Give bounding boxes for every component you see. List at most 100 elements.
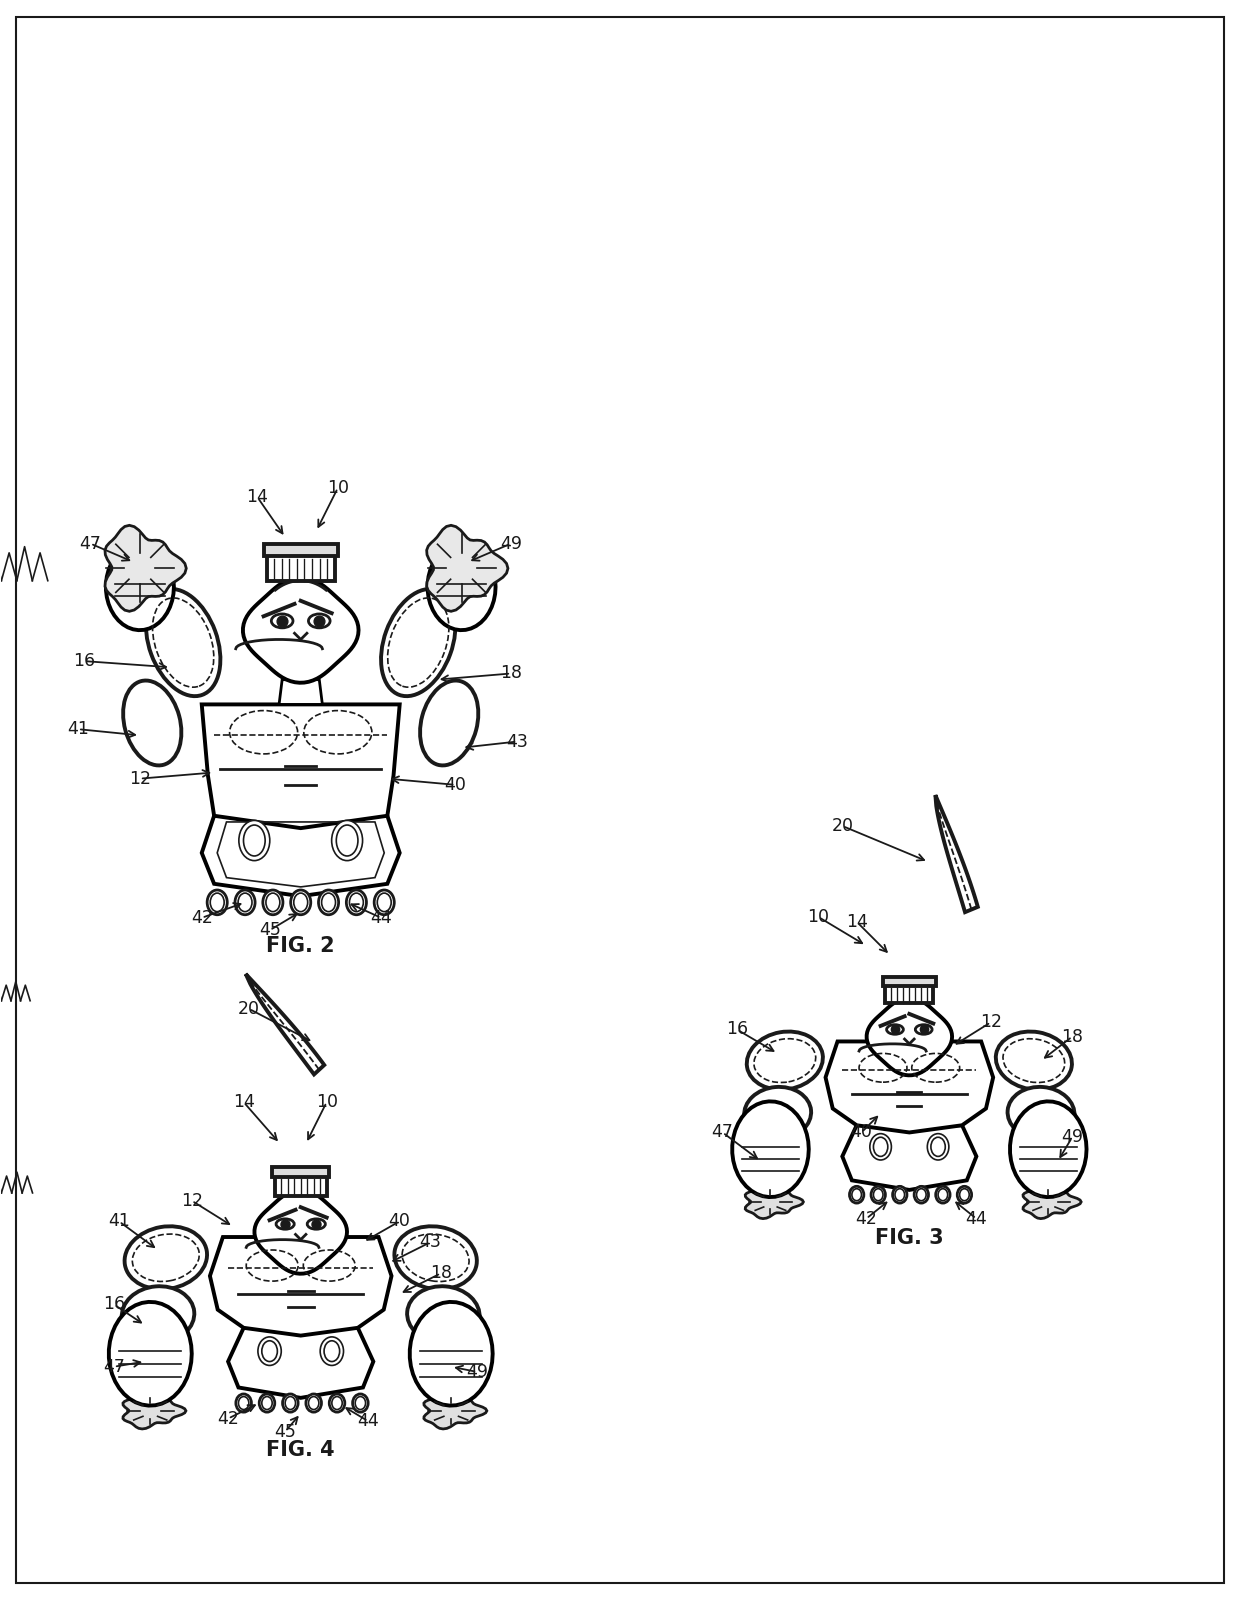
Ellipse shape	[381, 589, 455, 696]
Ellipse shape	[290, 890, 311, 915]
Bar	[885, 981, 934, 1003]
Ellipse shape	[887, 1024, 904, 1034]
Text: 41: 41	[108, 1213, 130, 1230]
Ellipse shape	[914, 1186, 929, 1203]
Polygon shape	[109, 1302, 192, 1405]
Ellipse shape	[869, 1134, 892, 1160]
Text: 44: 44	[966, 1210, 987, 1227]
Text: 18: 18	[500, 664, 522, 683]
Polygon shape	[228, 1328, 373, 1398]
Text: 14: 14	[233, 1093, 254, 1110]
Text: 49: 49	[500, 534, 522, 552]
Ellipse shape	[236, 890, 255, 915]
Ellipse shape	[870, 1186, 885, 1203]
Text: 14: 14	[247, 488, 268, 506]
Bar	[264, 544, 337, 555]
Polygon shape	[123, 1392, 186, 1429]
Text: 44: 44	[357, 1413, 379, 1430]
Text: 44: 44	[371, 909, 392, 926]
Polygon shape	[428, 544, 496, 630]
Ellipse shape	[394, 1226, 477, 1290]
Text: FIG. 2: FIG. 2	[267, 936, 335, 955]
Bar	[275, 1173, 326, 1195]
Polygon shape	[733, 1101, 808, 1197]
Polygon shape	[105, 544, 174, 630]
Polygon shape	[409, 1302, 492, 1405]
Text: 43: 43	[419, 1234, 441, 1251]
Polygon shape	[935, 795, 978, 912]
Ellipse shape	[146, 589, 221, 696]
Ellipse shape	[915, 1024, 932, 1034]
Polygon shape	[842, 1125, 976, 1190]
Text: 49: 49	[1061, 1128, 1084, 1146]
Text: 42: 42	[856, 1210, 877, 1227]
Ellipse shape	[346, 890, 367, 915]
Polygon shape	[210, 1237, 392, 1336]
Ellipse shape	[330, 1394, 345, 1413]
Text: 45: 45	[259, 922, 280, 939]
Ellipse shape	[207, 890, 227, 915]
Text: 42: 42	[191, 909, 213, 926]
Text: 45: 45	[274, 1422, 296, 1440]
Text: 12: 12	[129, 770, 151, 787]
Text: 12: 12	[181, 1192, 203, 1210]
Text: 47: 47	[79, 534, 102, 552]
Polygon shape	[867, 998, 952, 1075]
Text: 43: 43	[506, 733, 528, 750]
Text: 10: 10	[807, 907, 830, 926]
Ellipse shape	[124, 1226, 207, 1290]
Ellipse shape	[746, 1032, 823, 1090]
Text: 41: 41	[67, 720, 89, 738]
Ellipse shape	[407, 1286, 480, 1344]
Polygon shape	[105, 525, 186, 611]
Text: 49: 49	[466, 1363, 489, 1381]
Ellipse shape	[374, 890, 394, 915]
Text: 12: 12	[980, 1013, 1002, 1032]
Text: 40: 40	[444, 776, 466, 794]
Ellipse shape	[277, 1219, 294, 1229]
Polygon shape	[254, 1190, 347, 1274]
Ellipse shape	[239, 821, 270, 861]
Ellipse shape	[928, 1134, 949, 1160]
Text: FIG. 3: FIG. 3	[875, 1227, 944, 1248]
Ellipse shape	[283, 1394, 298, 1413]
Text: 40: 40	[388, 1213, 410, 1230]
Polygon shape	[1023, 1186, 1081, 1219]
Polygon shape	[279, 680, 322, 704]
Text: 16: 16	[73, 653, 95, 670]
Polygon shape	[745, 1186, 804, 1219]
Polygon shape	[1011, 1101, 1086, 1197]
Ellipse shape	[122, 1286, 195, 1344]
Text: 18: 18	[1061, 1027, 1084, 1046]
Bar	[273, 1166, 330, 1178]
Text: 10: 10	[327, 478, 348, 498]
Ellipse shape	[893, 1186, 906, 1203]
Text: FIG. 4: FIG. 4	[267, 1440, 335, 1459]
Ellipse shape	[957, 1186, 972, 1203]
Polygon shape	[246, 974, 325, 1075]
Ellipse shape	[123, 680, 181, 765]
Polygon shape	[202, 704, 399, 829]
Text: 16: 16	[725, 1021, 748, 1038]
Ellipse shape	[331, 821, 362, 861]
Ellipse shape	[352, 1394, 368, 1413]
Polygon shape	[202, 816, 399, 896]
Polygon shape	[424, 1392, 487, 1429]
Ellipse shape	[420, 680, 479, 765]
Bar	[883, 978, 936, 986]
Text: 16: 16	[103, 1296, 125, 1314]
Polygon shape	[826, 1042, 993, 1133]
Text: 18: 18	[430, 1264, 451, 1282]
Ellipse shape	[263, 890, 283, 915]
Text: 47: 47	[712, 1123, 734, 1141]
Polygon shape	[427, 525, 508, 611]
Ellipse shape	[849, 1186, 864, 1203]
Text: 47: 47	[103, 1358, 125, 1376]
Ellipse shape	[272, 614, 293, 627]
Ellipse shape	[319, 890, 339, 915]
Ellipse shape	[1008, 1086, 1075, 1139]
Ellipse shape	[306, 1394, 321, 1413]
Polygon shape	[243, 578, 358, 683]
Text: 10: 10	[316, 1093, 337, 1110]
Ellipse shape	[936, 1186, 950, 1203]
